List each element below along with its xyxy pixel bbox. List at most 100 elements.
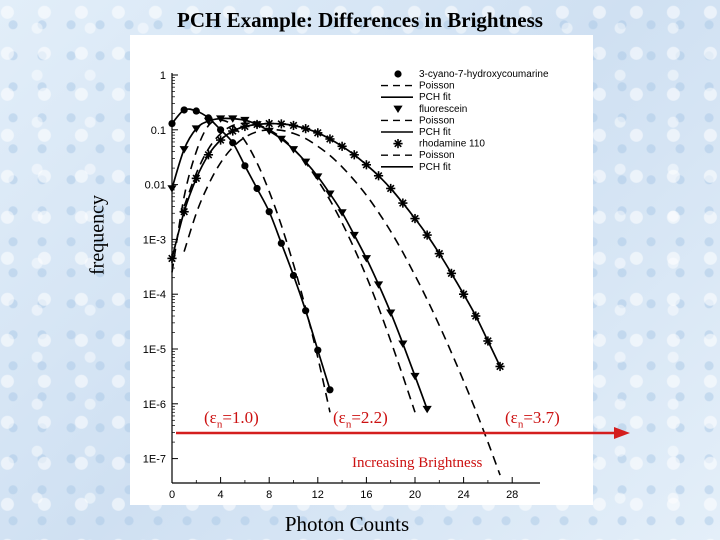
triangle-marker xyxy=(410,372,420,381)
y-axis-label: frequency xyxy=(86,195,109,275)
asterisk-stroke xyxy=(265,119,274,128)
circle-marker xyxy=(229,139,237,147)
asterisk-stroke xyxy=(192,174,201,183)
asterisk-marker xyxy=(216,135,226,145)
epsilon-subscript: n xyxy=(517,418,524,431)
asterisk-marker xyxy=(240,121,250,132)
asterisk-stroke xyxy=(289,121,298,130)
asterisk-marker xyxy=(301,124,311,134)
pch-chart: 1 0.1 0.01 1E-3 1E-4 1E-5 1E-6 1E-7 0 4 8 12 16 20 24 2… xyxy=(143,69,549,501)
asterisk-marker xyxy=(495,361,505,372)
asterisk-marker xyxy=(167,253,177,264)
data-markers xyxy=(167,106,505,414)
epsilon-subscript: n xyxy=(216,418,223,431)
triangle-marker xyxy=(228,115,238,123)
asterisk-stroke xyxy=(216,136,225,144)
asterisk-marker xyxy=(179,207,189,217)
asterisk-stroke xyxy=(204,150,213,159)
circle-marker xyxy=(265,208,273,216)
asterisk-marker xyxy=(434,249,444,259)
triangle-marker xyxy=(393,105,403,113)
legend-entry-label: Poisson xyxy=(419,150,455,161)
epsilon-label-3: (εn=3.7) xyxy=(505,408,560,430)
triangle-marker xyxy=(386,309,396,317)
triangle-marker xyxy=(361,255,371,263)
triangle-marker xyxy=(373,281,384,289)
circle-marker xyxy=(302,307,310,315)
increasing-brightness-label: Increasing Brightness xyxy=(352,455,483,471)
x-tick-label: 16 xyxy=(360,489,372,501)
slide-title: PCH Example: Differences in Brightness xyxy=(177,8,543,32)
poisson-curve xyxy=(183,128,501,476)
epsilon-prefix: (ε xyxy=(204,408,217,427)
triangle-marker xyxy=(191,125,201,133)
asterisk-stroke xyxy=(350,150,359,159)
asterisk-stroke xyxy=(459,290,468,299)
circle-marker xyxy=(241,162,249,170)
legend-entry-label: fluorescein xyxy=(419,104,467,115)
x-tick-label: 0 xyxy=(169,489,175,501)
x-tick-label: 4 xyxy=(218,489,224,501)
legend-entry-label: PCH fit xyxy=(419,92,451,103)
asterisk-marker xyxy=(203,150,214,160)
circle-marker xyxy=(180,106,188,114)
y-tick-label: 0.01 xyxy=(145,180,166,192)
triangle-marker xyxy=(203,117,214,126)
axes: 1 0.1 0.01 1E-3 1E-4 1E-5 1E-6 1E-7 0 4 8 12 16 20 24 2… xyxy=(143,70,540,501)
y-tick-label: 1E-4 xyxy=(143,289,166,301)
poisson-curve xyxy=(171,119,331,413)
y-tick-label: 1E-7 xyxy=(143,454,166,466)
asterisk-stroke xyxy=(362,160,371,169)
circle-marker xyxy=(394,70,402,78)
asterisk-stroke xyxy=(423,231,431,239)
asterisk-stroke xyxy=(399,199,407,207)
asterisk-stroke xyxy=(435,249,444,258)
chart-panel: 1 0.1 0.01 1E-3 1E-4 1E-5 1E-6 1E-7 0 4 8 12 16 20 24 2… xyxy=(130,35,593,505)
triangle-marker xyxy=(422,405,432,414)
epsilon-subscript: n xyxy=(345,418,352,431)
asterisk-marker xyxy=(337,141,347,151)
circle-marker xyxy=(253,184,261,193)
legend-entry-label: Poisson xyxy=(419,115,455,126)
circle-marker xyxy=(314,346,322,354)
epsilon-label-1: (εn=1.0) xyxy=(204,408,259,430)
triangle-marker xyxy=(349,231,359,240)
y-tick-label: 1E-5 xyxy=(143,344,166,356)
asterisk-stroke xyxy=(338,142,346,151)
asterisk-stroke xyxy=(241,122,249,131)
triangle-marker xyxy=(325,190,335,198)
triangle-marker xyxy=(288,146,299,154)
circle-marker xyxy=(217,126,225,134)
x-axis-label-text: Photon Counts xyxy=(284,512,410,536)
x-tick-label: 20 xyxy=(409,489,421,501)
asterisk-marker xyxy=(471,311,481,321)
legend-entry-label: PCH fit xyxy=(419,127,451,138)
asterisk-marker xyxy=(398,198,408,208)
circle-marker xyxy=(326,386,334,394)
y-tick-label: 1E-3 xyxy=(143,234,166,246)
asterisk-stroke xyxy=(168,254,176,263)
triangle-marker xyxy=(313,173,323,181)
epsilon-prefix: (ε xyxy=(333,408,346,427)
legend-entry-label: rhodamine 110 xyxy=(419,139,485,150)
triangle-marker xyxy=(264,127,274,136)
circle-marker xyxy=(289,271,298,280)
asterisk-marker xyxy=(373,171,384,181)
triangle-marker xyxy=(240,116,250,125)
asterisk-marker xyxy=(191,173,201,183)
asterisk-marker xyxy=(325,134,335,144)
asterisk-stroke xyxy=(326,135,334,143)
triangle-marker xyxy=(398,340,408,348)
epsilon-prefix: (ε xyxy=(505,408,518,427)
epsilon-value-3: =3.7) xyxy=(523,408,560,427)
x-tick-label: 8 xyxy=(266,489,272,501)
triangle-marker xyxy=(167,185,177,193)
asterisk-marker xyxy=(264,118,274,129)
triangle-marker xyxy=(337,209,347,217)
triangle-marker xyxy=(179,146,189,154)
asterisk-marker xyxy=(483,336,493,346)
asterisk-marker xyxy=(422,230,432,240)
asterisk-marker xyxy=(446,268,457,278)
asterisk-marker xyxy=(459,289,469,299)
